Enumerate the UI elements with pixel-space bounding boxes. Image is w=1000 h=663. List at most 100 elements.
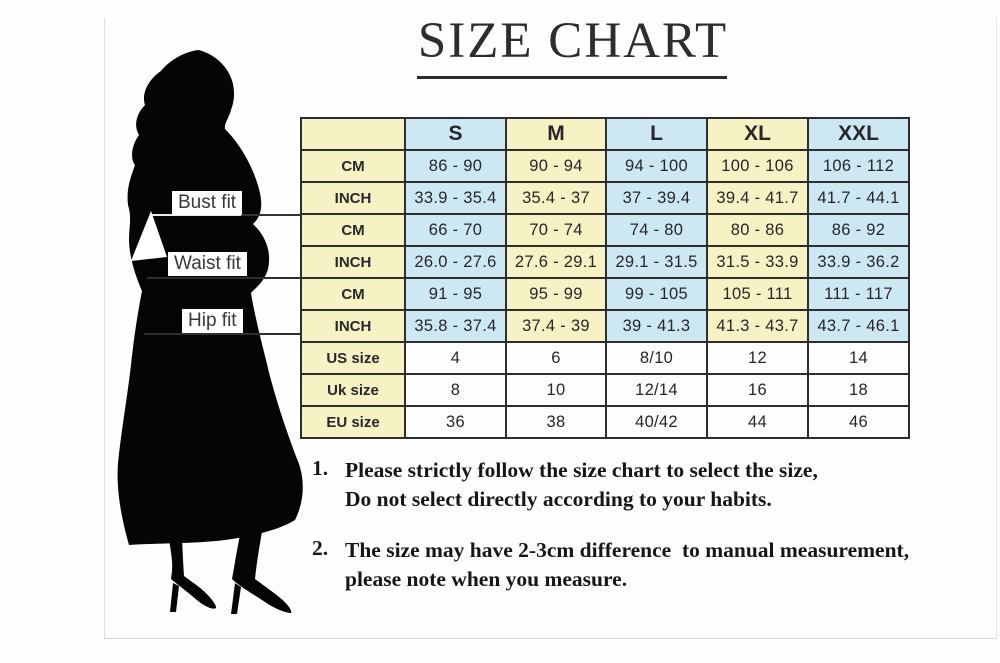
- size-value-cell: 31.5 - 33.9: [706, 245, 809, 279]
- row-us-size: US size 4 6 8/10 12 14: [300, 341, 910, 375]
- size-value-cell: 16: [706, 373, 809, 407]
- note-1-number: 1.: [312, 456, 329, 480]
- size-value-cell: 86 - 90: [404, 149, 507, 183]
- row-bust-cm: CM 86 - 90 90 - 94 94 - 100 100 - 106 10…: [300, 149, 910, 183]
- size-value-cell: 100 - 106: [706, 149, 809, 183]
- size-value-cell: 39.4 - 41.7: [706, 181, 809, 215]
- size-value-cell: 90 - 94: [505, 149, 607, 183]
- row-label-hip-cm: CM: [300, 277, 406, 311]
- row-hip-cm: CM 91 - 95 95 - 99 99 - 105 105 - 111 11…: [300, 277, 910, 311]
- size-value-cell: 33.9 - 36.2: [807, 245, 910, 279]
- column-header-l: L: [605, 117, 708, 151]
- size-value-cell: 18: [807, 373, 910, 407]
- notes-section: 1. Please strictly follow the size chart…: [312, 456, 988, 616]
- note-1: 1. Please strictly follow the size chart…: [312, 456, 988, 514]
- size-value-cell: 70 - 74: [505, 213, 607, 247]
- row-label-uk-size: Uk size: [300, 373, 406, 407]
- woman-silhouette: [117, 50, 303, 614]
- size-value-cell: 106 - 112: [807, 149, 910, 183]
- row-label-waist-inch: INCH: [300, 245, 406, 279]
- note-1-text: Please strictly follow the size chart to…: [345, 456, 818, 514]
- size-value-cell: 8: [404, 373, 507, 407]
- size-value-cell: 94 - 100: [605, 149, 708, 183]
- size-value-cell: 105 - 111: [706, 277, 809, 311]
- row-hip-inch: INCH 35.8 - 37.4 37.4 - 39 39 - 41.3 41.…: [300, 309, 910, 343]
- row-label-us-size: US size: [300, 341, 406, 375]
- waist-fit-label: Waist fit: [168, 252, 247, 276]
- size-value-cell: 33.9 - 35.4: [404, 181, 507, 215]
- waist-fit-line: [147, 277, 301, 279]
- size-value-cell: 95 - 99: [505, 277, 607, 311]
- size-value-cell: 40/42: [605, 405, 708, 439]
- row-label-hip-inch: INCH: [300, 309, 406, 343]
- size-value-cell: 41.3 - 43.7: [706, 309, 809, 343]
- column-header-xxl: XXL: [807, 117, 910, 151]
- column-header-xl: XL: [706, 117, 809, 151]
- row-eu-size: EU size 36 38 40/42 44 46: [300, 405, 910, 439]
- silhouette-arm-notch: [131, 211, 167, 261]
- silhouette-right-leg: [232, 516, 292, 613]
- note-line: The size may have 2-3cm difference to ma…: [345, 538, 910, 562]
- size-value-cell: 74 - 80: [605, 213, 708, 247]
- table-header-row: S M L XL XXL: [300, 117, 910, 151]
- size-value-cell: 14: [807, 341, 910, 375]
- size-value-cell: 4: [404, 341, 507, 375]
- size-value-cell: 27.6 - 29.1: [505, 245, 607, 279]
- silhouette-left-leg: [167, 528, 217, 609]
- row-label-waist-cm: CM: [300, 213, 406, 247]
- size-value-cell: 6: [505, 341, 607, 375]
- note-2-text: The size may have 2-3cm difference to ma…: [345, 536, 909, 594]
- bust-fit-line-light: [150, 214, 241, 216]
- silhouette-right-heel: [231, 583, 241, 614]
- size-value-cell: 86 - 92: [807, 213, 910, 247]
- size-value-cell: 12: [706, 341, 809, 375]
- size-table: S M L XL XXL CM 86 - 90 90 - 94 94 - 100…: [300, 117, 910, 439]
- row-label-bust-inch: INCH: [300, 181, 406, 215]
- size-value-cell: 36: [404, 405, 507, 439]
- size-value-cell: 10: [505, 373, 607, 407]
- size-value-cell: 37 - 39.4: [605, 181, 708, 215]
- size-value-cell: 8/10: [605, 341, 708, 375]
- row-label-eu-size: EU size: [300, 405, 406, 439]
- note-2-number: 2.: [312, 536, 329, 560]
- image-border-frame: [104, 18, 997, 639]
- page-title: SIZE CHART: [417, 13, 729, 69]
- silhouette-body: [117, 50, 303, 545]
- hip-fit-line: [144, 333, 301, 335]
- size-value-cell: 91 - 95: [404, 277, 507, 311]
- row-label-bust-cm: CM: [300, 149, 406, 183]
- bust-fit-line: [241, 214, 301, 216]
- size-value-cell: 44: [706, 405, 809, 439]
- size-value-cell: 66 - 70: [404, 213, 507, 247]
- size-value-cell: 29.1 - 31.5: [605, 245, 708, 279]
- note-2: 2. The size may have 2-3cm difference to…: [312, 536, 988, 594]
- note-line: Do not select directly according to your…: [345, 487, 772, 511]
- size-value-cell: 46: [807, 405, 910, 439]
- size-value-cell: 35.4 - 37: [505, 181, 607, 215]
- size-value-cell: 38: [505, 405, 607, 439]
- size-value-cell: 99 - 105: [605, 277, 708, 311]
- silhouette-left-heel: [170, 583, 179, 612]
- note-line: Please strictly follow the size chart to…: [345, 458, 818, 482]
- size-value-cell: 39 - 41.3: [605, 309, 708, 343]
- hip-fit-label: Hip fit: [182, 309, 243, 333]
- row-waist-inch: INCH 26.0 - 27.6 27.6 - 29.1 29.1 - 31.5…: [300, 245, 910, 279]
- size-value-cell: 111 - 117: [807, 277, 910, 311]
- note-line: please note when you measure.: [345, 567, 628, 591]
- size-value-cell: 43.7 - 46.1: [807, 309, 910, 343]
- bust-fit-label: Bust fit: [172, 191, 243, 215]
- size-value-cell: 37.4 - 39: [505, 309, 607, 343]
- size-value-cell: 80 - 86: [706, 213, 809, 247]
- column-header-s: S: [404, 117, 507, 151]
- row-waist-cm: CM 66 - 70 70 - 74 74 - 80 80 - 86 86 - …: [300, 213, 910, 247]
- size-value-cell: 35.8 - 37.4: [404, 309, 507, 343]
- row-bust-inch: INCH 33.9 - 35.4 35.4 - 37 37 - 39.4 39.…: [300, 181, 910, 215]
- size-value-cell: 41.7 - 44.1: [807, 181, 910, 215]
- table-corner-cell: [300, 117, 406, 151]
- title-underline: [417, 76, 727, 79]
- row-uk-size: Uk size 8 10 12/14 16 18: [300, 373, 910, 407]
- column-header-m: M: [505, 117, 607, 151]
- size-value-cell: 12/14: [605, 373, 708, 407]
- size-value-cell: 26.0 - 27.6: [404, 245, 507, 279]
